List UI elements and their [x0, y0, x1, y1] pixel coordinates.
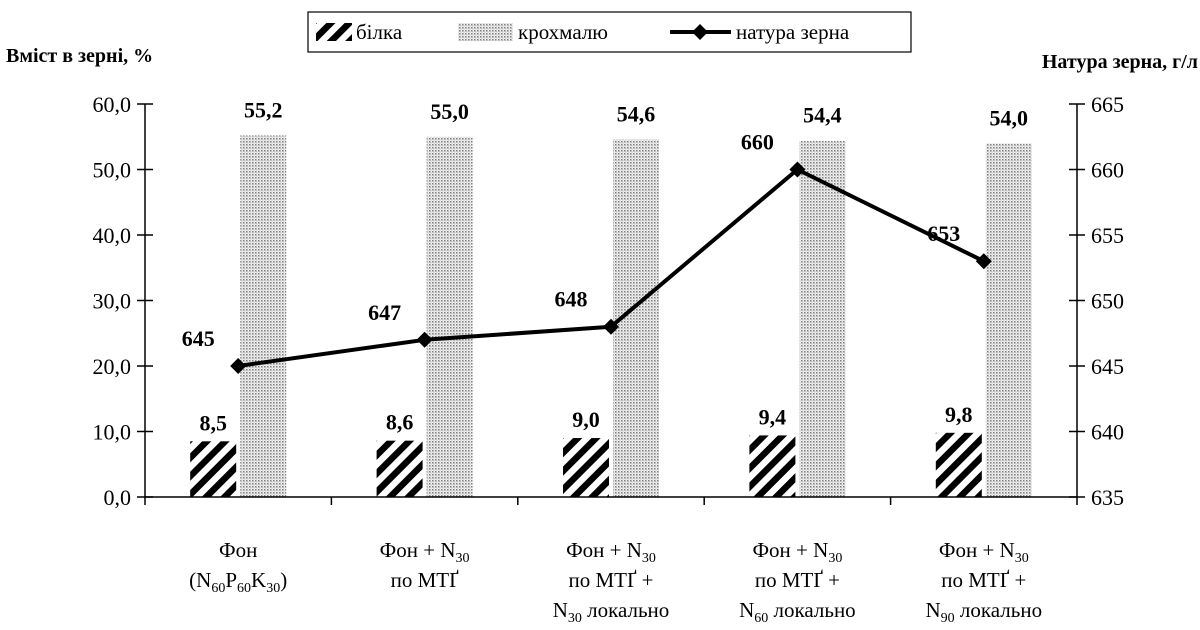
right-axis-tick-label: 660	[1091, 158, 1124, 183]
left-axis-tick-label: 10,0	[93, 420, 132, 445]
category-label: Фон + N30​	[380, 538, 470, 566]
left-axis-tick-label: 30,0	[93, 289, 132, 314]
data-label-natura: 660	[741, 130, 774, 155]
data-label-natura: 647	[368, 300, 401, 325]
right-axis-tick-label: 645	[1091, 354, 1124, 379]
category-label: по МТҐ +	[941, 568, 1026, 592]
bar-starch	[799, 140, 846, 497]
legend-marker-natura	[692, 24, 708, 40]
right-axis-tick-label: 650	[1091, 289, 1124, 314]
data-label-starch: 55,0	[430, 99, 469, 124]
data-label-natura: 653	[927, 221, 960, 246]
data-label-starch: 54,4	[803, 103, 842, 128]
right-axis-title: Натура зерна, г/л	[1042, 51, 1198, 73]
bar-group	[190, 135, 1032, 498]
data-label-protein: 9,8	[945, 402, 973, 427]
bar-protein	[935, 432, 982, 497]
category-label: Фон	[219, 538, 257, 562]
natura-marker	[416, 331, 433, 348]
bar-starch	[426, 136, 473, 497]
axis-titles: Вміст в зерні, % Натура зерна, г/л	[6, 45, 1198, 73]
legend-label-starch: крохмалю	[518, 20, 608, 44]
data-labels: 8,5 55,2 8,6 55,0 9,0 54,6 9,4 54,4 9,8 54,0 645 64…	[182, 97, 1028, 435]
left-axis-tick-label: 20,0	[93, 354, 132, 379]
legend-box	[307, 11, 912, 53]
left-axis-tick-label: 40,0	[93, 223, 132, 248]
data-label-protein: 9,4	[759, 404, 787, 429]
right-axis-tick-label: 665	[1091, 92, 1124, 117]
legend-label-protein: білка	[356, 20, 403, 44]
right-axis-tick-label: 635	[1091, 485, 1124, 510]
left-axis-tick-label: 0,0	[104, 485, 132, 510]
natura-marker	[230, 358, 247, 374]
category-label: Фон + N30​	[566, 538, 656, 566]
bar-protein	[376, 440, 423, 497]
natura-line	[237, 167, 985, 368]
data-label-protein: 8,5	[199, 410, 227, 435]
bar-starch	[985, 143, 1032, 498]
data-label-starch: 54,6	[617, 101, 656, 126]
category-label: (N60​P60​K30​)	[189, 568, 287, 596]
category-label: N60​ локально	[739, 598, 856, 626]
data-label-protein: 8,6	[386, 410, 414, 435]
natura-marker	[975, 253, 992, 270]
data-label-starch: 54,0	[990, 105, 1029, 130]
bar-protein	[190, 441, 237, 497]
natura-marker	[603, 318, 619, 335]
category-label: Фон + N30​	[939, 538, 1029, 566]
category-label: N30​ локально	[553, 598, 670, 626]
legend-swatch-starch	[458, 23, 513, 41]
category-label: по МТҐ +	[755, 568, 840, 592]
category-label: N90​ локально	[926, 598, 1043, 626]
data-label-starch: 55,2	[244, 97, 283, 122]
legend: білка крохмалю натура зерна	[307, 11, 912, 53]
right-axis-tick-label: 640	[1091, 420, 1124, 445]
category-label: по МТҐ	[391, 568, 459, 592]
line-series	[230, 161, 992, 374]
left-axis-title: Вміст в зерні, %	[6, 45, 153, 67]
bar-protein	[563, 438, 609, 497]
axes: 0,0 10,0 20,0 30,0 40,0 50,0 60,0 635 640 645 650 6…	[93, 92, 1125, 510]
left-axis-tick-label: 50,0	[93, 158, 132, 183]
legend-swatch-protein	[316, 23, 352, 41]
category-label: по МТҐ +	[568, 568, 653, 592]
data-label-natura: 645	[182, 326, 215, 351]
left-axis-tick-label: 60,0	[93, 92, 132, 117]
data-label-natura: 648	[555, 287, 588, 312]
legend-label-natura: натура зерна	[736, 20, 850, 44]
category-label: Фон + N30​	[752, 538, 842, 566]
bar-starch	[240, 135, 287, 497]
data-label-protein: 9,0	[572, 407, 600, 432]
bar-protein	[749, 435, 796, 497]
natura-marker	[789, 161, 806, 178]
right-axis-tick-label: 655	[1091, 223, 1124, 248]
